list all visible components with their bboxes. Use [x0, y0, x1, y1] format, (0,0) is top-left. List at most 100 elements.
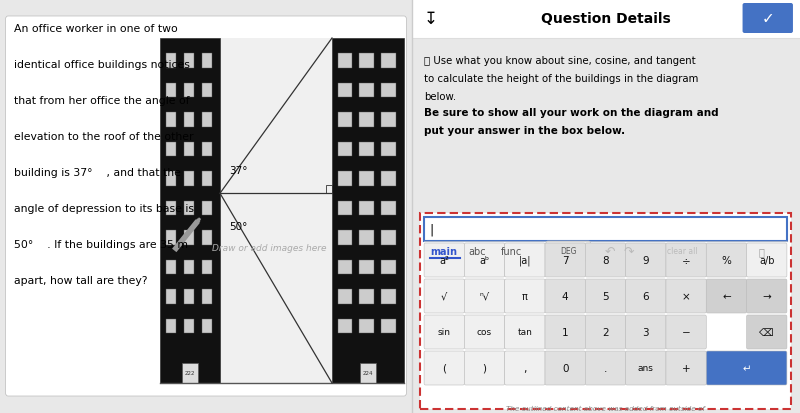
Bar [359, 54, 374, 69]
Bar [202, 260, 212, 275]
Bar [184, 113, 194, 128]
Text: Draw or add images here: Draw or add images here [212, 244, 326, 253]
Text: An office worker in one of two: An office worker in one of two [14, 24, 178, 34]
Bar [359, 171, 374, 186]
Bar [338, 201, 352, 216]
Text: ↷: ↷ [623, 245, 634, 258]
Bar [184, 289, 194, 304]
Bar [166, 113, 176, 128]
Text: 8: 8 [602, 255, 609, 266]
Text: The outlined content above was added from outside of: The outlined content above was added fro… [506, 405, 705, 411]
FancyBboxPatch shape [746, 243, 787, 277]
Text: .: . [604, 363, 607, 373]
Bar [382, 289, 395, 304]
Bar [220, 39, 332, 383]
FancyBboxPatch shape [424, 243, 465, 277]
FancyBboxPatch shape [706, 279, 746, 313]
Bar [166, 83, 176, 98]
Bar [382, 230, 395, 245]
Bar [202, 230, 212, 245]
Text: 1: 1 [562, 327, 569, 337]
Bar [166, 54, 176, 69]
FancyBboxPatch shape [465, 315, 505, 349]
Text: (: ( [442, 363, 446, 373]
FancyBboxPatch shape [505, 243, 545, 277]
Bar [338, 289, 352, 304]
FancyBboxPatch shape [545, 351, 586, 385]
FancyBboxPatch shape [666, 243, 706, 277]
Text: 7: 7 [562, 255, 569, 266]
Text: that from her office the angle of: that from her office the angle of [14, 96, 190, 106]
FancyBboxPatch shape [586, 351, 626, 385]
Bar [326, 186, 332, 194]
Bar [202, 54, 212, 69]
Bar [202, 142, 212, 157]
Bar [202, 201, 212, 216]
FancyBboxPatch shape [706, 243, 746, 277]
Bar [166, 230, 176, 245]
FancyBboxPatch shape [505, 315, 545, 349]
Text: Question Details: Question Details [541, 12, 670, 26]
Bar [360, 363, 376, 383]
Text: +: + [682, 363, 690, 373]
Bar [184, 54, 194, 69]
Bar [359, 83, 374, 98]
FancyBboxPatch shape [626, 315, 666, 349]
Text: apart, how tall are they?: apart, how tall are they? [14, 275, 148, 285]
Bar [359, 230, 374, 245]
Bar [202, 289, 212, 304]
FancyBboxPatch shape [546, 242, 590, 261]
Bar [359, 289, 374, 304]
Text: 📴 Use what you know about sine, cosine, and tangent: 📴 Use what you know about sine, cosine, … [424, 56, 696, 66]
FancyBboxPatch shape [666, 351, 706, 385]
FancyBboxPatch shape [465, 351, 505, 385]
Text: ⁿ√: ⁿ√ [479, 291, 490, 301]
Bar [359, 113, 374, 128]
Text: %: % [722, 255, 731, 266]
Bar [202, 171, 212, 186]
Text: |a|: |a| [518, 255, 531, 266]
Text: →: → [762, 291, 771, 301]
Bar [184, 171, 194, 186]
Bar [166, 142, 176, 157]
FancyBboxPatch shape [465, 279, 505, 313]
Text: 5: 5 [602, 291, 609, 301]
Text: 🔧: 🔧 [758, 247, 765, 256]
FancyBboxPatch shape [465, 243, 505, 277]
Bar [332, 39, 404, 383]
Bar [338, 54, 352, 69]
Text: put your answer in the box below.: put your answer in the box below. [424, 126, 626, 136]
FancyBboxPatch shape [420, 214, 791, 409]
FancyBboxPatch shape [706, 351, 787, 385]
Text: ↵: ↵ [742, 363, 751, 373]
Text: 6: 6 [642, 291, 649, 301]
Text: ↧: ↧ [423, 10, 437, 28]
Bar [184, 142, 194, 157]
Text: 222: 222 [184, 370, 195, 375]
Text: tan: tan [518, 328, 532, 337]
Bar [412, 0, 800, 39]
Bar [202, 113, 212, 128]
FancyBboxPatch shape [742, 4, 793, 34]
FancyBboxPatch shape [545, 243, 586, 277]
Text: 0: 0 [562, 363, 569, 373]
Text: |: | [429, 223, 434, 236]
Bar [382, 142, 395, 157]
Text: clear all: clear all [666, 247, 698, 256]
Text: a²: a² [439, 255, 449, 266]
Bar [382, 171, 395, 186]
Text: ↶: ↶ [604, 245, 614, 258]
FancyBboxPatch shape [626, 243, 666, 277]
Bar [166, 289, 176, 304]
Bar [359, 319, 374, 333]
Bar [382, 319, 395, 333]
Bar [338, 319, 352, 333]
Bar [382, 201, 395, 216]
FancyBboxPatch shape [746, 315, 787, 349]
Text: DEG: DEG [560, 247, 577, 256]
FancyBboxPatch shape [505, 279, 545, 313]
Text: ans: ans [638, 363, 654, 373]
Bar [359, 260, 374, 275]
Text: ✓: ✓ [762, 12, 774, 26]
Text: main: main [430, 247, 457, 256]
